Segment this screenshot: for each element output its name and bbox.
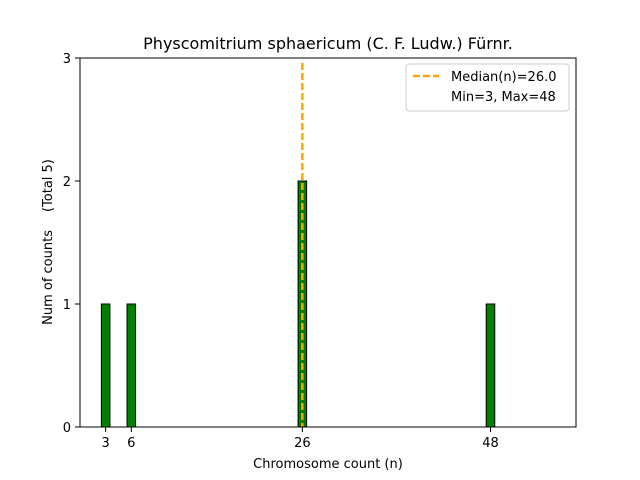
x-axis-label: Chromosome count (n) — [253, 457, 403, 472]
x-tick-label: 3 — [102, 436, 110, 451]
bar-3 — [100, 303, 111, 428]
axes-frame — [79, 57, 577, 428]
x-tick-label: 6 — [127, 436, 135, 451]
y-axis-label: Num of counts (Total 5) — [41, 159, 56, 325]
y-tick-label: 1 — [63, 298, 71, 313]
y-tick-label: 2 — [63, 175, 71, 190]
plot-area: 3 6 26 48 0 1 2 3 — [63, 52, 577, 451]
y-tick-label: 0 — [63, 421, 71, 436]
legend-median-label: Median(n)=26.0 — [451, 70, 557, 85]
x-tick-label: 26 — [294, 436, 311, 451]
x-tick-label: 48 — [482, 436, 499, 451]
y-tick-label: 3 — [63, 52, 71, 67]
legend: Median(n)=26.0 Min=3, Max=48 — [405, 63, 570, 112]
y-axis-label-total: (Total 5) — [41, 159, 56, 212]
bar-6 — [126, 303, 137, 428]
chart-title: Physcomitrium sphaericum (C. F. Ludw.) F… — [143, 34, 513, 53]
bar-48 — [485, 303, 496, 428]
legend-box — [405, 63, 570, 112]
legend-range-label: Min=3, Max=48 — [451, 90, 556, 105]
y-axis-label-main: Num of counts — [41, 230, 56, 325]
